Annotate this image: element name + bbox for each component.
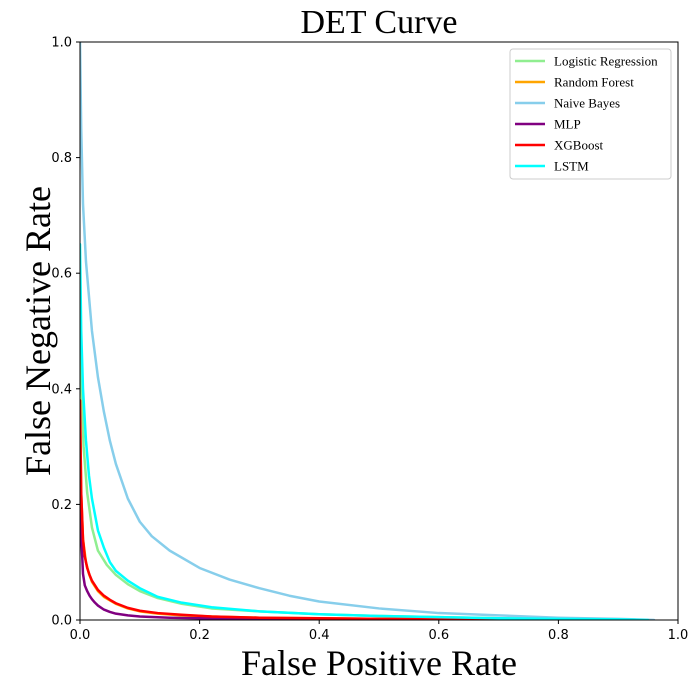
legend-label-xgboost: XGBoost [554,138,604,153]
y-tick-label: 0.8 [51,151,72,166]
series-line-logistic-regression [80,260,650,620]
series-layer [80,42,656,620]
series-line-mlp [80,445,632,620]
x-tick-label: 0.6 [428,628,449,643]
x-tick-label: 1.0 [668,628,689,643]
x-axis-label: False Positive Rate [241,643,517,683]
legend-label-mlp: MLP [554,117,581,132]
series-line-random-forest [80,399,620,620]
series-line-naive-bayes [80,42,656,620]
x-tick-label: 0.4 [309,628,330,643]
y-axis-label: False Negative Rate [18,186,58,476]
y-tick-label: 0.4 [51,382,72,397]
series-line-xgboost [80,399,620,620]
x-tick-label: 0.8 [548,628,569,643]
legend-label-lstm: LSTM [554,159,589,174]
x-tick-label: 0.0 [70,628,91,643]
y-tick-label: 0.6 [51,267,72,282]
y-tick-label: 0.2 [51,498,72,513]
legend: Logistic Regression Random Forest Naive Ba… [509,48,672,180]
legend-frame [509,48,672,180]
y-axis: 0.0 0.2 0.4 0.6 0.8 1.0 [51,36,80,629]
chart-title: DET Curve [300,4,457,41]
plot-area [79,41,679,621]
x-tick-label: 0.2 [189,628,210,643]
legend-label-naive-bayes: Naive Bayes [554,96,620,111]
y-tick-label: 0.0 [51,614,72,629]
plot-frame [79,41,679,621]
series-line-lstm [80,243,650,620]
legend-label-logistic-regression: Logistic Regression [554,54,658,69]
legend-label-random-forest: Random Forest [554,75,634,90]
y-tick-label: 1.0 [51,36,72,51]
x-axis: 0.0 0.2 0.4 0.6 0.8 1.0 [70,620,689,643]
